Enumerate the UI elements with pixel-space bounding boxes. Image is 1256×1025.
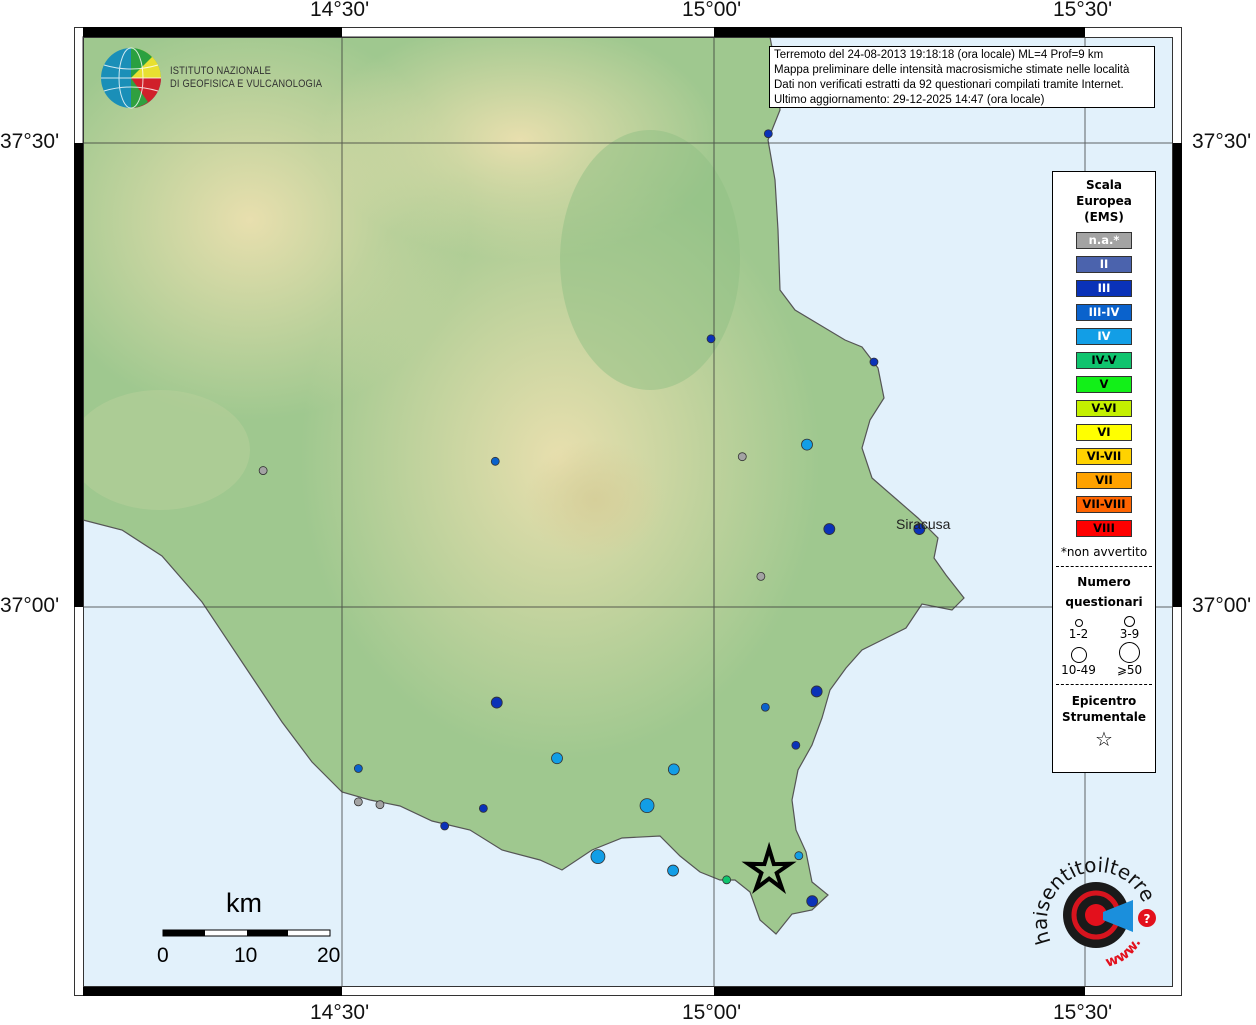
lat-label-left: 37°00' — [0, 594, 60, 617]
lon-label-bottom: 15°00' — [682, 1001, 742, 1024]
observation-point — [810, 685, 823, 698]
event-line: Terremoto del 24-08-2013 19:18:18 (ora l… — [774, 49, 1104, 61]
observation-point — [353, 764, 363, 773]
legend-title-line: Scala — [1085, 178, 1123, 192]
questionnaire-size-legend: 1-2 3-9 10-49 ⩾50 — [1053, 616, 1155, 677]
observation-point — [551, 752, 563, 765]
lon-label-bottom: 15°30' — [1053, 1001, 1113, 1024]
legend-scale-title: Scala Europea (EMS) — [1053, 177, 1155, 225]
place-label-siracusa: Siracusa — [896, 516, 951, 532]
ingv-name-line2: DI GEOFISICA E VULCANOLOGIA — [170, 78, 323, 90]
ingv-name-line1: ISTITUTO NAZIONALE — [170, 65, 272, 77]
observation-point — [375, 800, 385, 810]
lat-label-left: 37°30' — [0, 130, 60, 153]
observation-point — [801, 438, 813, 451]
scale-unit: km — [226, 888, 262, 918]
observation-point — [639, 798, 655, 813]
observation-point — [794, 851, 804, 861]
observation-point — [760, 702, 770, 712]
legend-class-swatch: IV — [1076, 328, 1132, 345]
globe-icon — [101, 47, 161, 109]
legend-note: *non avvertito — [1060, 545, 1148, 559]
legend-class-swatch: VI-VII — [1076, 448, 1132, 465]
count-label: 3-9 — [1119, 627, 1140, 641]
map-frame — [74, 27, 1182, 996]
star-icon: ☆ — [1095, 727, 1113, 751]
legend-class-swatch: III — [1076, 280, 1132, 297]
legend-epicenter-title: Epicentro Strumentale — [1053, 693, 1155, 725]
observation-point — [722, 875, 732, 885]
lat-label-right: 37°00' — [1192, 594, 1252, 617]
observation-point — [440, 821, 450, 831]
observation-point — [706, 334, 716, 344]
legend-class-swatch: VI — [1076, 424, 1132, 441]
legend-class-swatch: II — [1076, 256, 1132, 273]
count-label: 10-49 — [1061, 663, 1096, 677]
legend-title-line: (EMS) — [1084, 210, 1124, 224]
legend-title-line: questionari — [1065, 595, 1143, 609]
lon-label-top: 15°30' — [1053, 0, 1113, 21]
count-label: 1-2 — [1068, 627, 1089, 641]
legend-class-swatch: n.a.* — [1076, 232, 1132, 249]
map-description: Mappa preliminare delle intensità macros… — [774, 64, 1130, 76]
coastline — [82, 36, 965, 935]
observation-point — [353, 797, 363, 807]
observation-point — [490, 456, 500, 466]
observation-point — [791, 740, 801, 750]
haisentito-logo: ? haisentitoilterremoto.it www. — [1033, 852, 1159, 971]
observation-point — [823, 523, 836, 535]
lon-label-top: 14°30' — [310, 0, 370, 21]
scale-tick: 0 — [157, 944, 169, 967]
data-source: Dati non verificati estratti da 92 quest… — [774, 79, 1124, 91]
legend-title-line: Europea — [1076, 194, 1132, 208]
observation-point — [478, 803, 488, 813]
legend-title-line: Epicentro — [1071, 694, 1137, 708]
observation-point — [756, 571, 766, 581]
event-info-box: Terremoto del 24-08-2013 19:18:18 (ora l… — [769, 46, 1155, 108]
ingv-logo: ISTITUTO NAZIONALE DI GEOFISICA E VULCANO… — [100, 47, 349, 109]
intensity-classes: n.a.* II III III-IV IV IV-V V V-VI VI VI-VII VII VI… — [1053, 232, 1155, 537]
count-label: ⩾50 — [1116, 663, 1143, 677]
legend-title-line: Strumentale — [1061, 710, 1147, 724]
legend-title-line: Numero — [1077, 575, 1131, 589]
legend-count-title: Numero questionari — [1053, 572, 1155, 612]
observation-point — [490, 696, 503, 709]
last-update: Ultimo aggiornamento: 29-12-2025 14:47 (… — [774, 94, 1045, 106]
legend-class-swatch: VIII — [1076, 520, 1132, 537]
observation-point — [667, 763, 680, 776]
observation-point — [806, 895, 819, 908]
lon-label-top: 15°00' — [682, 0, 742, 21]
lat-label-right: 37°30' — [1192, 130, 1252, 153]
observation-point — [913, 523, 926, 535]
scale-tick: 10 — [234, 944, 258, 967]
legend-class-swatch: V — [1076, 376, 1132, 393]
scale-tick: 20 — [317, 944, 341, 967]
observation-point — [258, 466, 268, 475]
svg-text:?: ? — [1144, 912, 1151, 926]
legend-class-swatch: III-IV — [1076, 304, 1132, 321]
observation-point — [869, 357, 879, 367]
legend-class-swatch: V-VI — [1076, 400, 1132, 417]
legend-class-swatch: VII-VIII — [1076, 496, 1132, 513]
observation-point — [667, 864, 679, 877]
legend-class-swatch: IV-V — [1076, 352, 1132, 369]
legend: Scala Europea (EMS) n.a.* II III III-IV IV IV… — [1052, 171, 1156, 773]
observation-point — [737, 452, 747, 462]
legend-class-swatch: VII — [1076, 472, 1132, 489]
observation-point — [763, 129, 773, 139]
epicenter-star-icon — [741, 841, 797, 894]
lon-label-bottom: 14°30' — [310, 1001, 370, 1024]
observation-point — [590, 849, 606, 865]
